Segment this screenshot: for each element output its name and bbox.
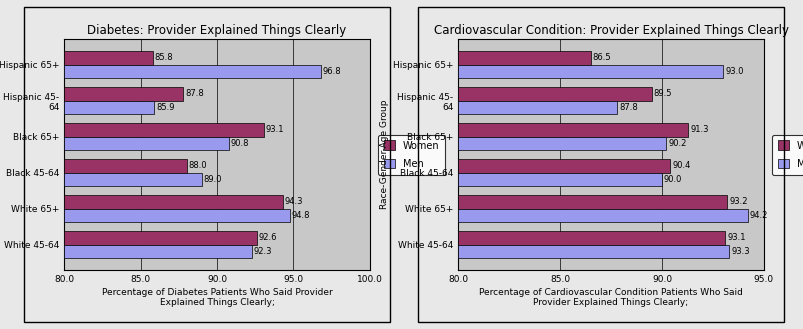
Bar xyxy=(64,195,283,209)
Bar xyxy=(64,101,154,114)
Text: 93.2: 93.2 xyxy=(728,197,747,206)
Text: 90.2: 90.2 xyxy=(667,139,686,148)
Text: 96.8: 96.8 xyxy=(322,67,340,76)
Bar xyxy=(64,137,229,150)
Bar xyxy=(64,123,264,137)
Bar xyxy=(458,173,661,186)
X-axis label: Percentage of Cardiovascular Condition Patients Who Said
Provider Explained Thin: Percentage of Cardiovascular Condition P… xyxy=(479,288,742,307)
Bar xyxy=(64,231,256,244)
Bar xyxy=(64,244,252,258)
Text: 89.0: 89.0 xyxy=(203,175,222,184)
Bar xyxy=(64,209,290,222)
Bar xyxy=(458,51,590,65)
Text: 94.2: 94.2 xyxy=(748,211,767,220)
Title: Cardiovascular Condition: Provider Explained Things Clearly: Cardiovascular Condition: Provider Expla… xyxy=(433,24,788,37)
Text: 87.8: 87.8 xyxy=(618,103,637,112)
Text: 90.4: 90.4 xyxy=(671,161,690,170)
Text: 87.8: 87.8 xyxy=(185,89,203,98)
Bar xyxy=(458,65,722,78)
Text: 85.9: 85.9 xyxy=(156,103,174,112)
Bar xyxy=(64,159,186,173)
Bar xyxy=(458,231,724,244)
X-axis label: Percentage of Diabetes Patients Who Said Provider
Explained Things Clearly;: Percentage of Diabetes Patients Who Said… xyxy=(101,288,332,307)
Bar xyxy=(458,101,617,114)
Legend: Women, Men: Women, Men xyxy=(771,135,803,175)
Bar xyxy=(64,173,202,186)
Text: 91.3: 91.3 xyxy=(690,125,708,134)
Text: 94.3: 94.3 xyxy=(284,197,303,206)
Text: 93.1: 93.1 xyxy=(266,125,284,134)
Text: 93.3: 93.3 xyxy=(730,247,749,256)
Legend: Women, Men: Women, Men xyxy=(377,135,445,175)
Text: 90.0: 90.0 xyxy=(663,175,682,184)
Text: 86.5: 86.5 xyxy=(592,53,610,62)
Text: 93.0: 93.0 xyxy=(724,67,743,76)
Bar xyxy=(64,65,320,78)
Bar xyxy=(458,195,726,209)
Bar xyxy=(64,87,183,101)
Text: 93.1: 93.1 xyxy=(726,233,744,242)
Bar xyxy=(458,137,665,150)
Bar xyxy=(64,51,153,65)
Text: 92.6: 92.6 xyxy=(258,233,276,242)
Bar xyxy=(458,209,747,222)
Text: 94.8: 94.8 xyxy=(291,211,310,220)
Title: Diabetes: Provider Explained Things Clearly: Diabetes: Provider Explained Things Clea… xyxy=(88,24,346,37)
Bar xyxy=(458,123,687,137)
Text: 89.5: 89.5 xyxy=(653,89,671,98)
Text: 90.8: 90.8 xyxy=(230,139,249,148)
Bar xyxy=(458,159,669,173)
Text: 92.3: 92.3 xyxy=(254,247,272,256)
Text: 88.0: 88.0 xyxy=(188,161,206,170)
Bar xyxy=(458,244,728,258)
Bar xyxy=(458,87,651,101)
Text: 85.8: 85.8 xyxy=(154,53,173,62)
Y-axis label: Race-Gender-Age Group: Race-Gender-Age Group xyxy=(379,100,389,209)
